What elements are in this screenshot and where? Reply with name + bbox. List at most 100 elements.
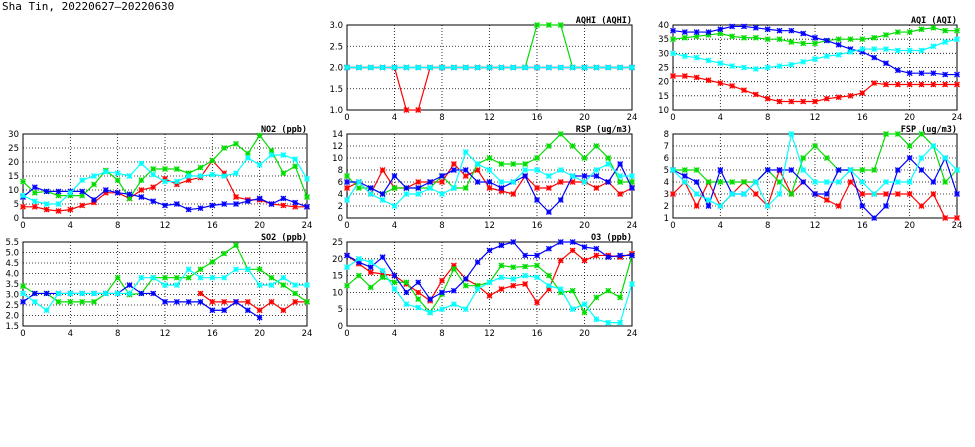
x-tick-label: 24 <box>627 221 638 231</box>
chart-title: FSP (ug/m3) <box>901 125 957 135</box>
data-point <box>764 26 771 33</box>
data-point <box>450 64 457 71</box>
series-blue <box>670 23 960 78</box>
data-point <box>280 282 287 289</box>
data-point <box>545 64 552 71</box>
data-point <box>510 191 517 197</box>
data-point <box>906 179 913 185</box>
data-point <box>304 203 310 210</box>
data-point <box>871 46 878 53</box>
data-point <box>344 264 350 271</box>
data-point <box>403 107 410 113</box>
data-point <box>31 184 38 191</box>
chart-title: SO2 (ppb) <box>261 233 307 243</box>
data-point <box>126 282 133 289</box>
data-point <box>693 167 700 173</box>
data-point <box>764 203 771 209</box>
series-line <box>200 292 307 311</box>
data-point <box>102 187 109 193</box>
data-point <box>859 167 866 173</box>
data-point <box>581 257 588 264</box>
y-tick-label: 10 <box>332 154 343 164</box>
data-point <box>150 184 157 191</box>
data-point <box>355 272 362 279</box>
data-point <box>581 301 588 308</box>
data-point <box>545 209 552 215</box>
data-point <box>534 22 540 28</box>
x-tick-label: 12 <box>484 329 495 339</box>
data-point <box>31 198 38 205</box>
data-point <box>427 309 434 316</box>
data-point <box>752 91 759 98</box>
data-point <box>593 245 600 252</box>
data-point <box>788 98 795 105</box>
data-point <box>800 30 807 37</box>
data-point <box>462 282 469 289</box>
data-point <box>859 191 866 197</box>
data-point <box>729 179 736 185</box>
x-tick-label: 24 <box>627 113 638 123</box>
data-point <box>764 95 771 102</box>
data-point <box>67 290 74 297</box>
x-tick-label: 16 <box>207 329 218 339</box>
data-point <box>776 63 783 70</box>
data-point <box>427 185 434 191</box>
data-point <box>43 201 50 207</box>
x-tick-label: 20 <box>254 329 265 339</box>
x-tick-label: 20 <box>254 221 265 231</box>
data-point <box>55 298 62 305</box>
data-point <box>510 282 517 289</box>
data-point <box>403 301 410 308</box>
x-tick-label: 8 <box>765 113 770 123</box>
data-point <box>812 56 818 62</box>
data-point <box>498 161 505 167</box>
data-point <box>545 245 552 252</box>
data-point <box>871 167 878 173</box>
data-point <box>954 215 960 221</box>
data-point <box>31 298 38 305</box>
y-tick-label: 15 <box>8 172 19 182</box>
data-point <box>788 167 795 173</box>
data-point <box>593 143 600 149</box>
x-tick-label: 12 <box>484 113 495 123</box>
y-tick-label: 35 <box>658 35 669 45</box>
data-point <box>835 167 842 173</box>
data-point <box>486 279 493 286</box>
x-tick-label: 0 <box>344 221 349 231</box>
data-point <box>859 90 866 96</box>
x-tick-label: 0 <box>670 221 675 231</box>
data-point <box>20 290 26 297</box>
data-point <box>788 61 795 68</box>
y-tick-label: 25 <box>658 64 669 74</box>
data-point <box>185 173 192 179</box>
series-red <box>344 247 635 306</box>
y-tick-label: 4 <box>664 178 669 188</box>
y-tick-label: 5 <box>338 305 343 315</box>
data-point <box>114 170 121 177</box>
data-point <box>670 191 676 197</box>
data-point <box>859 179 866 185</box>
data-point <box>344 185 350 191</box>
data-point <box>752 24 759 31</box>
data-point <box>150 274 157 281</box>
data-point <box>427 296 434 303</box>
series-cyan <box>344 255 635 326</box>
data-point <box>693 191 700 197</box>
data-point <box>138 274 145 281</box>
data-point <box>462 64 469 71</box>
data-point <box>209 298 216 305</box>
chart-so2: 0 4 8 12 16 20 24 1.52.02.53.03.54.04.55.05.5 SO… <box>5 233 312 339</box>
data-point <box>545 272 552 279</box>
y-tick-label: 0 <box>338 322 343 332</box>
data-point <box>162 178 168 185</box>
data-point <box>173 201 180 207</box>
data-point <box>545 282 552 289</box>
data-point <box>55 201 62 207</box>
data-point <box>91 181 97 188</box>
y-tick-label: 8 <box>338 166 343 176</box>
data-point <box>522 173 529 179</box>
data-point <box>617 64 624 71</box>
x-tick-label: 0 <box>344 113 349 123</box>
data-point <box>391 286 398 292</box>
data-point <box>304 282 310 289</box>
